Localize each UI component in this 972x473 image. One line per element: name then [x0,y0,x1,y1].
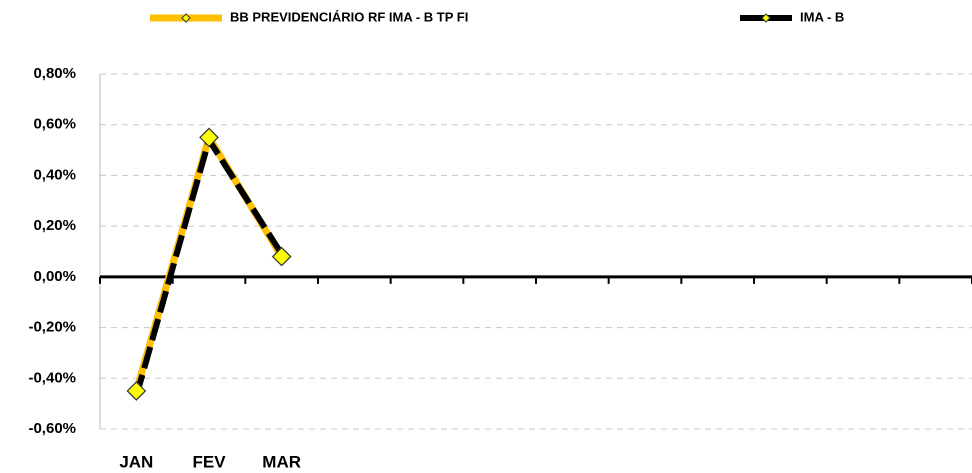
y-tick-label: -0,20% [28,319,76,336]
y-tick-label: 0,00% [33,268,76,285]
series-line [133,136,285,397]
point-marker [199,127,219,148]
legend-marker [181,13,191,23]
legend-label: IMA - B [800,9,844,24]
y-tick-label: 0,20% [33,217,76,234]
x-tick-label: JAN [119,452,153,471]
y-tick-label: 0,80% [33,65,76,82]
y-tick-label: -0,60% [28,420,76,437]
legend-marker [761,13,771,23]
point-marker [271,246,292,267]
y-tick-label: 0,40% [33,166,76,183]
x-tick-label: FEV [192,452,226,471]
x-tick-label: MAR [262,452,301,471]
legend-label: BB PREVIDENCIÁRIO RF IMA - B TP FI [230,9,468,24]
y-tick-label: -0,40% [28,369,76,386]
legend: BB PREVIDENCIÁRIO RF IMA - B TP FI IMA - … [150,9,844,24]
point-marker [126,381,147,401]
y-tick-label: 0,60% [33,116,76,133]
